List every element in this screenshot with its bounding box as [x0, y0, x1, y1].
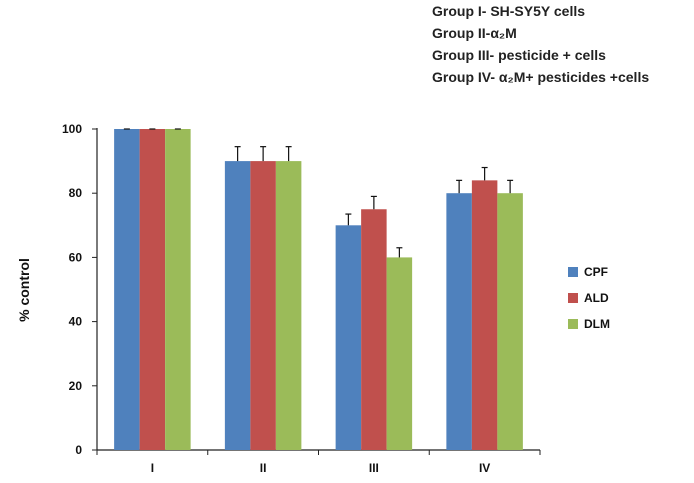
bar-cpf: [335, 225, 362, 450]
bar-dlm: [165, 129, 191, 450]
bar-ald: [471, 180, 498, 451]
x-tick-label: I: [151, 461, 154, 475]
legend: CPF ALD DLM: [568, 265, 610, 331]
legend-swatch-ald: [568, 293, 578, 303]
legend-swatch-dlm: [568, 319, 578, 329]
legend-swatch-cpf: [568, 267, 578, 277]
legend-label-cpf: CPF: [584, 265, 608, 279]
y-tick-label: 20: [69, 379, 83, 393]
bar-ald: [250, 161, 276, 450]
bar-ald: [361, 209, 387, 450]
x-tick-label: III: [369, 461, 379, 475]
group-note: Group IV- α₂M+ pesticides +cells: [432, 69, 650, 85]
y-tick-label: 60: [69, 250, 83, 264]
x-tick-label: II: [260, 461, 267, 475]
bar-cpf: [114, 129, 140, 450]
bar-dlm: [275, 161, 302, 450]
y-tick-label: 100: [62, 122, 82, 136]
group-note: Group III- pesticide + cells: [432, 47, 606, 63]
bar-dlm: [497, 193, 523, 450]
x-tick-label: IV: [479, 461, 490, 475]
y-tick-label: 0: [75, 443, 82, 457]
bar-cpf: [446, 193, 472, 450]
y-tick-label: 40: [69, 315, 83, 329]
group-note: Group II-α₂M: [432, 25, 517, 41]
group-notes: Group I- SH-SY5Y cells Group II-α₂M Grou…: [432, 0, 649, 88]
legend-label-ald: ALD: [584, 291, 609, 305]
y-tick-label: 80: [69, 186, 83, 200]
legend-label-dlm: DLM: [584, 317, 610, 331]
group-note: Group I- SH-SY5Y cells: [432, 3, 586, 19]
bar-ald: [139, 129, 166, 450]
y-axis-title: % control: [16, 258, 32, 322]
bar-dlm: [386, 257, 413, 450]
bar-cpf: [224, 161, 251, 450]
